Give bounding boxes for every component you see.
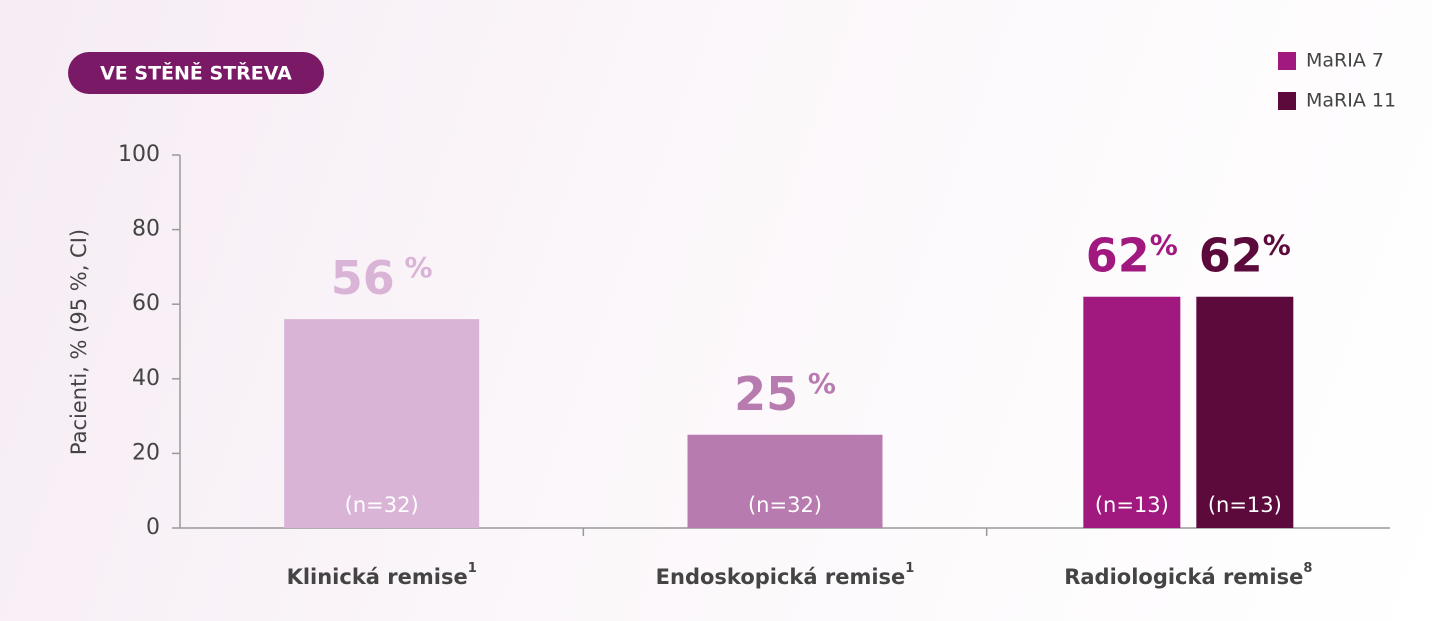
y-tick-label: 40: [132, 366, 160, 391]
category-name: Radiologická remise: [1064, 565, 1303, 589]
y-tick-label: 100: [118, 142, 160, 167]
n-label: (n=32): [345, 493, 419, 517]
category-note: 1: [468, 561, 477, 576]
x-tick-label: Klinická remise1: [287, 561, 477, 590]
y-axis-label: Pacienti, % (95 %, CI): [67, 229, 91, 455]
bar: [687, 434, 883, 528]
value-label: 25 %: [734, 366, 836, 420]
y-tick-label: 20: [132, 440, 160, 465]
x-tick-label: Endoskopická remise1: [656, 561, 915, 590]
value-label: 56 %: [331, 251, 433, 305]
value-label: 62%: [1199, 228, 1291, 282]
legend-swatch: [1278, 52, 1296, 70]
y-tick-label: 0: [146, 515, 160, 540]
badge: VE STĚNĚ STŘEVA: [100, 62, 292, 85]
category-note: 8: [1303, 561, 1312, 576]
x-tick-label: Radiologická remise8: [1064, 561, 1312, 590]
bar: [284, 319, 480, 528]
y-tick-label: 80: [132, 217, 160, 242]
legend-swatch: [1278, 92, 1296, 110]
n-label: (n=13): [1208, 493, 1282, 517]
bar: [1083, 296, 1181, 528]
category-name: Endoskopická remise: [656, 565, 906, 589]
category-name: Klinická remise: [287, 565, 468, 589]
badge-background: [68, 52, 324, 94]
value-label: 62%: [1086, 228, 1178, 282]
bar: [1196, 296, 1294, 528]
y-tick-label: 60: [132, 291, 160, 316]
n-label: (n=32): [748, 493, 822, 517]
legend-label: MaRIA 7: [1306, 50, 1384, 72]
category-note: 1: [905, 561, 914, 576]
n-label: (n=13): [1095, 493, 1169, 517]
legend-label: MaRIA 11: [1306, 90, 1396, 112]
